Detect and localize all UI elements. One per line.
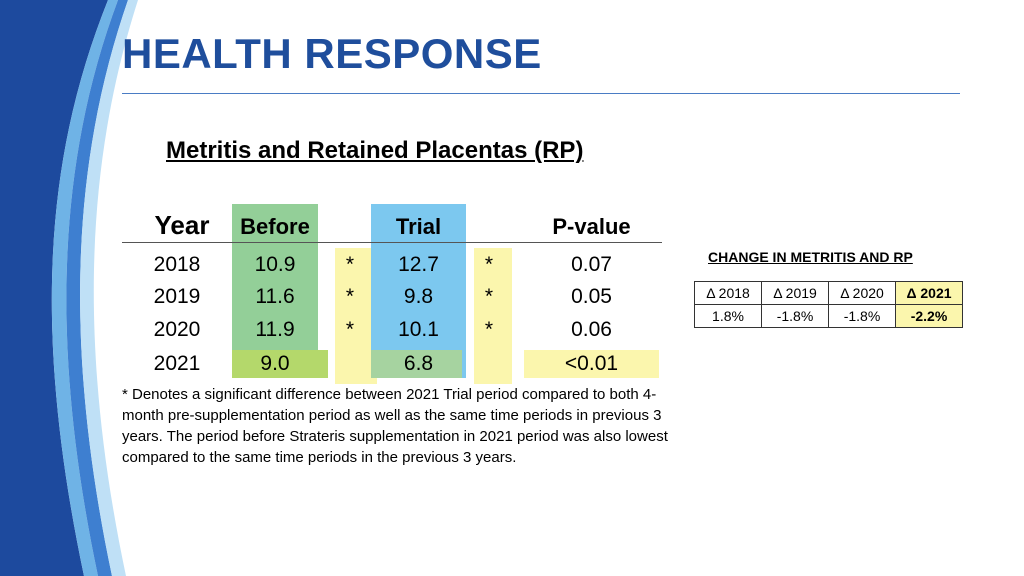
pvalue-2021-highlight <box>524 350 659 378</box>
row-2019-pvalue: 0.05 <box>571 285 612 308</box>
row-2019-star-trial: * <box>484 285 494 308</box>
change-value-2021: -2.2% <box>895 304 963 328</box>
row-2020-star-trial: * <box>484 318 494 341</box>
before-significance-highlight <box>335 248 377 384</box>
row-2018-year: 2018 <box>153 253 201 276</box>
row-2021-before: 9.0 <box>260 352 290 375</box>
footnote: * Denotes a significant difference betwe… <box>122 386 668 466</box>
metritis-table: Year Before Trial P-value 2018 10.9 * 12… <box>122 204 662 384</box>
row-2021-trial: 6.8 <box>403 352 434 375</box>
row-2019-trial: 9.8 <box>403 285 434 308</box>
row-2018-before: 10.9 <box>254 253 296 276</box>
row-2020-star-before: * <box>345 318 355 341</box>
title-divider <box>122 93 960 94</box>
change-header-2018: Δ 2018 <box>694 281 762 305</box>
page-title: HEALTH RESPONSE <box>122 30 542 77</box>
swoosh-mid-band <box>66 0 128 576</box>
change-table-title: CHANGE IN METRITIS AND RP <box>708 249 913 265</box>
header-year: Year <box>154 210 210 240</box>
header-trial: Trial <box>395 214 442 239</box>
change-value-2019: -1.8% <box>761 304 829 328</box>
before-2021-highlight <box>232 350 328 378</box>
row-2021-pvalue: <0.01 <box>564 352 619 375</box>
change-header-2019: Δ 2019 <box>761 281 829 305</box>
row-2020-pvalue: 0.06 <box>571 318 612 341</box>
header-divider <box>122 242 662 243</box>
header-pvalue: P-value <box>552 214 631 239</box>
row-2021-year: 2021 <box>153 352 201 375</box>
swoosh-pale-band <box>80 0 138 576</box>
swoosh-dark-band <box>0 0 108 576</box>
change-table: Δ 2018 Δ 2019 Δ 2020 Δ 2021 1.8% -1.8% -… <box>694 281 963 328</box>
trial-significance-highlight <box>474 248 512 384</box>
trial-2021-highlight <box>371 350 462 378</box>
swoosh-light-band <box>51 0 118 576</box>
change-value-2020: -1.8% <box>828 304 896 328</box>
row-2018-star-before: * <box>345 253 355 276</box>
before-column-highlight <box>232 204 318 378</box>
change-value-2018: 1.8% <box>694 304 762 328</box>
row-2018-pvalue: 0.07 <box>571 253 612 276</box>
row-2019-star-before: * <box>345 285 355 308</box>
change-header-2021: Δ 2021 <box>895 281 963 305</box>
row-2019-year: 2019 <box>153 285 201 308</box>
row-2020-before: 11.9 <box>255 318 295 341</box>
row-2018-trial: 12.7 <box>398 253 439 276</box>
row-2018-star-trial: * <box>484 253 494 276</box>
row-2020-year: 2020 <box>153 318 201 341</box>
table-subtitle: Metritis and Retained Placentas (RP) <box>166 137 584 164</box>
row-2019-before: 11.6 <box>255 285 295 308</box>
row-2020-trial: 10.1 <box>398 318 439 341</box>
change-header-2020: Δ 2020 <box>828 281 896 305</box>
trial-column-highlight <box>371 204 466 378</box>
header-before: Before <box>240 214 310 239</box>
